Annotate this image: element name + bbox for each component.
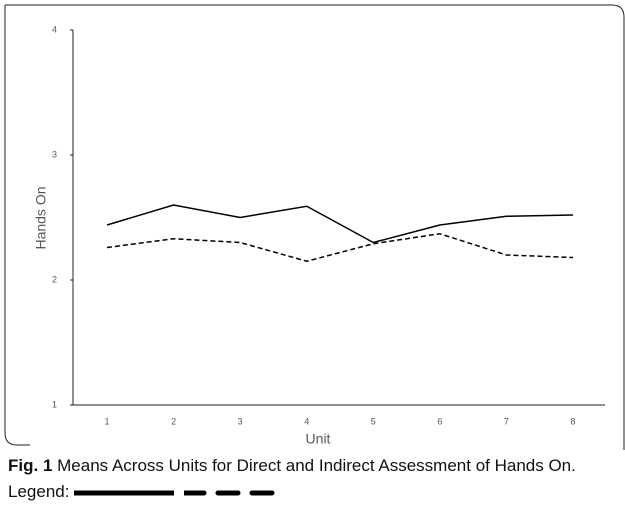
x-tick-label: 5 [371,416,376,426]
y-tick-label: 1 [52,399,57,409]
legend-sample [71,490,177,496]
x-tick-label: 6 [437,416,442,426]
y-axis-label: Hands On [33,186,49,249]
figure-label: Fig. 1 [8,456,53,475]
legend [71,482,294,501]
x-tick-label: 8 [570,416,575,426]
x-tick-label: 2 [171,416,176,426]
x-tick-label: 4 [304,416,309,426]
y-tick-label: 4 [52,24,57,34]
y-tick-label: 2 [52,274,57,284]
x-tick-label: 7 [504,416,509,426]
x-axis-label: Unit [306,431,331,447]
chart: Hands On Unit 1 2 3 4 1 2 3 4 5 6 7 8 [4,4,625,450]
x-tick-label: 3 [238,416,243,426]
caption-text: Means Across Units for Direct and Indire… [8,456,576,501]
x-tick-label: 1 [104,416,109,426]
y-tick-label: 3 [52,149,57,159]
series-line [106,204,574,244]
figure-border [4,4,625,450]
caption: Fig. 1 Means Across Units for Direct and… [8,453,608,505]
legend-sample [181,490,277,496]
series-line [106,232,574,263]
